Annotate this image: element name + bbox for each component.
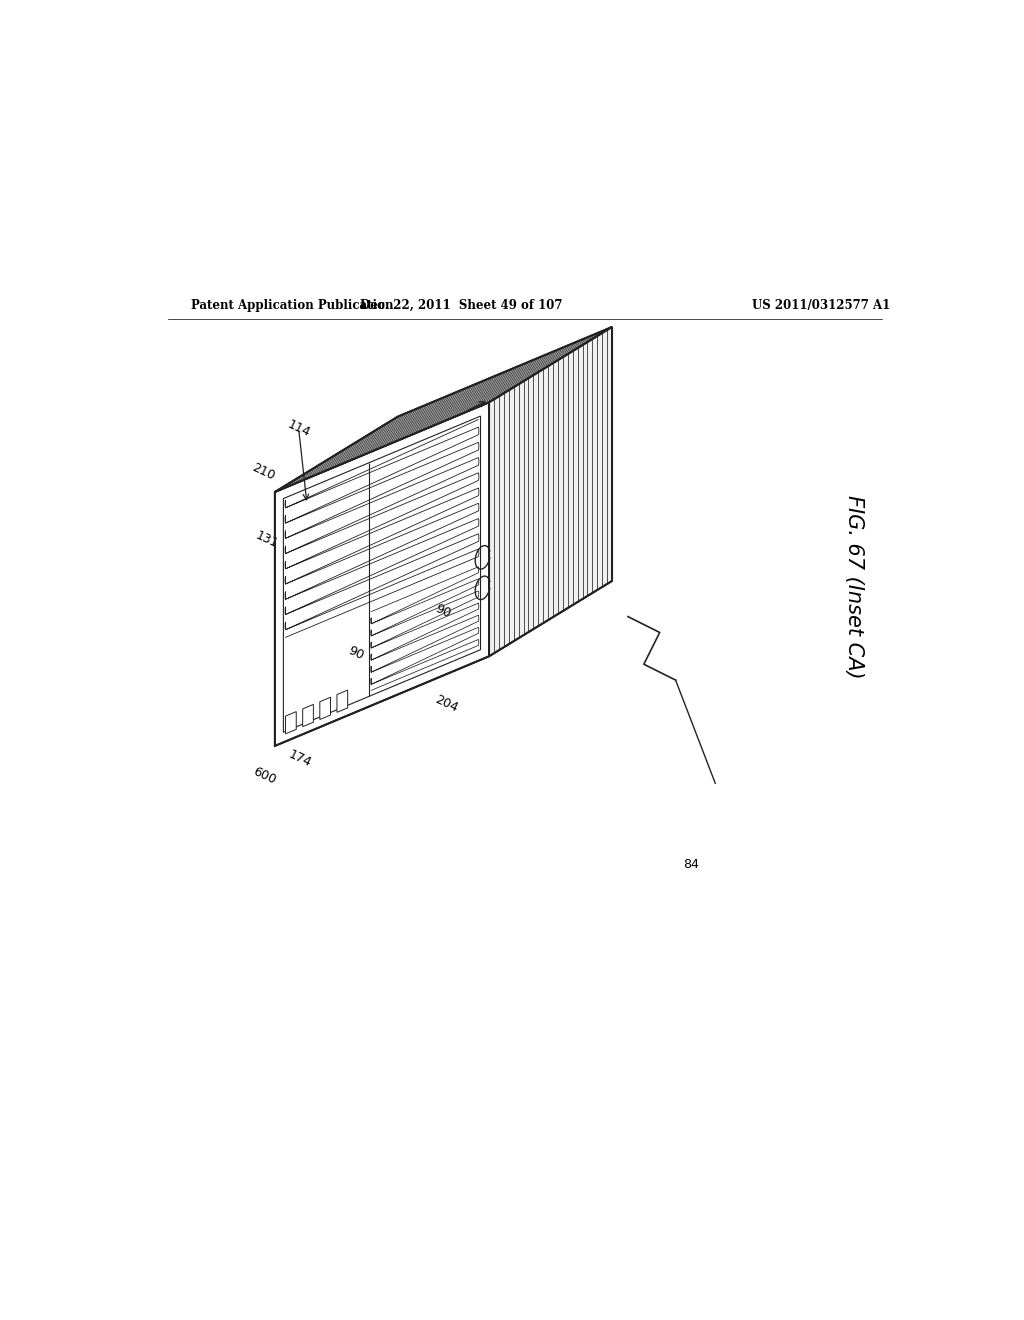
Text: Patent Application Publication: Patent Application Publication (191, 300, 394, 312)
Text: 90: 90 (433, 602, 453, 620)
Polygon shape (489, 327, 612, 656)
Text: Dec. 22, 2011  Sheet 49 of 107: Dec. 22, 2011 Sheet 49 of 107 (360, 300, 562, 312)
Text: 210: 210 (250, 461, 276, 483)
Text: 84: 84 (684, 858, 699, 871)
Text: 114: 114 (285, 417, 312, 440)
Polygon shape (303, 705, 313, 727)
Text: 90: 90 (346, 644, 367, 663)
Text: 131: 131 (253, 529, 281, 550)
Polygon shape (337, 690, 348, 713)
Text: 600: 600 (251, 764, 278, 787)
Text: 174: 174 (287, 748, 313, 770)
Text: US 2011/0312577 A1: US 2011/0312577 A1 (752, 300, 890, 312)
Polygon shape (319, 697, 331, 719)
Text: FIG. 67 (Inset CA): FIG. 67 (Inset CA) (844, 495, 864, 678)
Polygon shape (274, 403, 489, 746)
Polygon shape (274, 327, 612, 492)
Text: 204: 204 (433, 693, 460, 715)
Polygon shape (286, 711, 296, 734)
